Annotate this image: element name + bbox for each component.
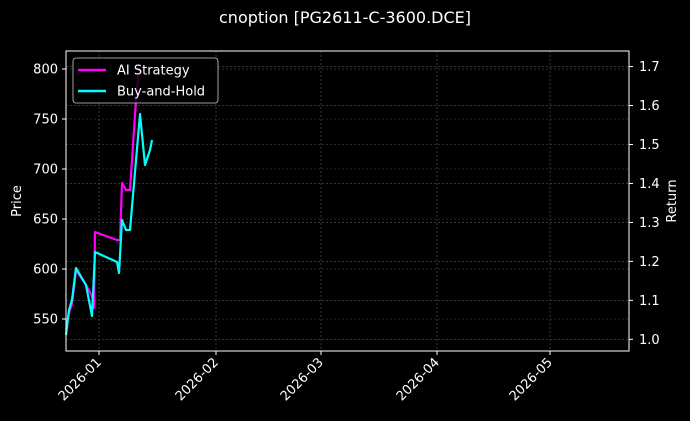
x-tick-label: 2026-05 bbox=[507, 355, 556, 404]
x-tick-label: 2026-04 bbox=[394, 355, 443, 404]
x-tick-label: 2026-02 bbox=[173, 355, 222, 404]
series-line-buy-and-hold bbox=[64, 112, 154, 336]
x-axis: 2026-01 2026-02 2026-03 2026-04 2026-05 bbox=[56, 351, 556, 404]
y-tick-label-right: 1.4 bbox=[639, 177, 660, 192]
y-tick-label-right: 1.5 bbox=[639, 138, 660, 153]
y-tick-label-right: 1.6 bbox=[639, 99, 660, 114]
y-axis-left: 550 600 650 700 750 800 bbox=[33, 63, 66, 328]
x-tick-label: 2026-01 bbox=[56, 355, 105, 404]
y-tick-label-right: 1.1 bbox=[639, 294, 660, 309]
y-axis-label-right: Return bbox=[665, 179, 680, 222]
y-tick-label: 750 bbox=[33, 113, 58, 128]
y-tick-label-right: 1.2 bbox=[639, 255, 660, 270]
y-tick-label-right: 1.3 bbox=[639, 216, 660, 231]
y-axis-label-left: Price bbox=[10, 185, 25, 217]
y-tick-label: 700 bbox=[33, 163, 58, 178]
plot-frame bbox=[65, 50, 630, 352]
y-tick-label: 650 bbox=[33, 213, 58, 228]
y-tick-label: 600 bbox=[33, 263, 58, 278]
legend: AI Strategy Buy-and-Hold bbox=[72, 57, 219, 104]
y-axis-right: 1.0 1.1 1.2 1.3 1.4 1.5 1.6 1.7 bbox=[629, 60, 660, 348]
legend-label: Buy-and-Hold bbox=[117, 85, 205, 100]
y-tick-label-right: 1.0 bbox=[639, 333, 660, 348]
grid bbox=[66, 51, 629, 351]
y-tick-label: 800 bbox=[33, 63, 58, 78]
y-tick-label-right: 1.7 bbox=[639, 60, 660, 75]
x-tick-label: 2026-03 bbox=[278, 355, 327, 404]
series-line-ai-strategy bbox=[64, 69, 141, 331]
chart-title: cnoption [PG2611-C-3600.DCE] bbox=[219, 8, 471, 27]
y-tick-label: 550 bbox=[33, 313, 58, 328]
legend-label: AI Strategy bbox=[117, 64, 190, 79]
